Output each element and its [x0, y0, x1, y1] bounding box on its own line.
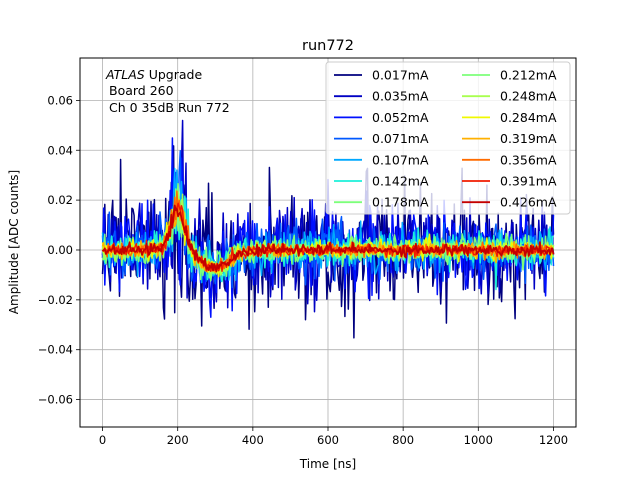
legend-box: [325, 61, 571, 215]
x-tick-label: 0: [99, 433, 106, 447]
y-tick-label: 0.02: [47, 193, 73, 207]
legend-label: 0.142mA: [372, 174, 429, 189]
x-tick-label: 400: [242, 433, 264, 447]
legend-label: 0.035mA: [372, 89, 429, 104]
x-tick-label: 1000: [464, 433, 493, 447]
y-axis: −0.06 −0.04 −0.02 0.00 0.02 0.04 0.06: [38, 93, 80, 407]
legend-label: 0.212mA: [500, 68, 557, 83]
y-tick-label: 0.06: [47, 93, 73, 107]
x-tick-label: 600: [317, 433, 339, 447]
y-tick-label: 0.00: [47, 243, 73, 257]
x-tick-label: 200: [167, 433, 189, 447]
x-axis-label: Time [ns]: [299, 457, 356, 471]
annotation-line1: ATLAS Upgrade: [105, 67, 202, 82]
y-axis-label: Amplitude [ADC counts]: [7, 170, 21, 314]
annotation: ATLAS Upgrade Board 260 Ch 0 35dB Run 77…: [105, 67, 230, 115]
annotation-atlas: ATLAS: [105, 67, 145, 82]
annotation-line3: Ch 0 35dB Run 772: [109, 100, 230, 115]
series-group: [101, 119, 555, 339]
annotation-line2: Board 260: [109, 83, 174, 98]
series-line: [101, 204, 555, 273]
chart-title: run772: [302, 38, 354, 54]
y-tick-label: 0.04: [47, 143, 73, 157]
x-axis: 0 200 400 600 800 1000 1200: [99, 427, 568, 447]
legend-label: 0.052mA: [372, 110, 429, 125]
legend-label: 0.356mA: [500, 152, 557, 167]
legend-label: 0.178mA: [372, 195, 429, 210]
x-tick-label: 1200: [539, 433, 568, 447]
annotation-upgrade: Upgrade: [145, 67, 203, 82]
legend-label: 0.426mA: [500, 195, 557, 210]
legend-label: 0.107mA: [372, 152, 429, 167]
x-tick-label: 800: [392, 433, 414, 447]
legend-label: 0.284mA: [500, 110, 557, 125]
legend-label: 0.071mA: [372, 131, 429, 146]
legend-label: 0.017mA: [372, 68, 429, 83]
legend-label: 0.248mA: [500, 89, 557, 104]
legend-label: 0.391mA: [500, 174, 557, 189]
legend: 0.017mA 0.035mA 0.052mA 0.071mA 0.107mA 0.142…: [325, 61, 571, 215]
y-tick-label: −0.02: [38, 293, 73, 307]
y-tick-label: −0.04: [38, 343, 73, 357]
y-tick-label: −0.06: [38, 393, 73, 407]
legend-label: 0.319mA: [500, 131, 557, 146]
